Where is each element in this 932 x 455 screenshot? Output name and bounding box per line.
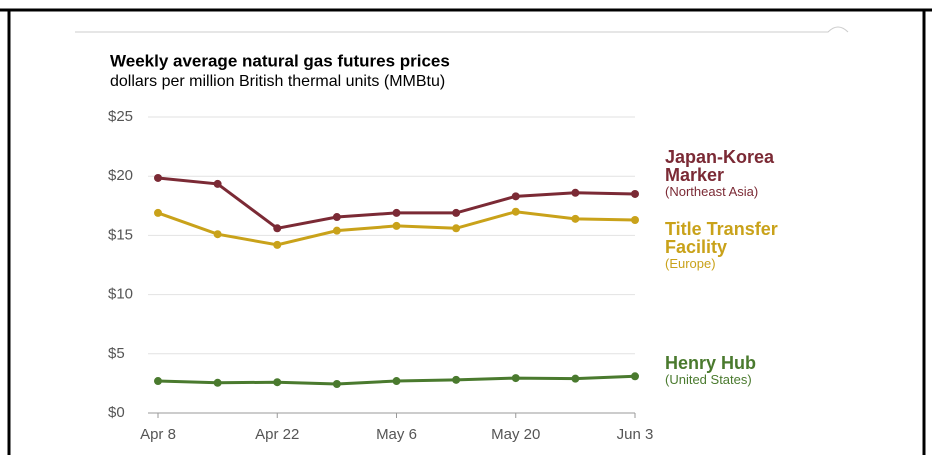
point [392,208,401,217]
series-name: Japan-Korea Marker [665,147,775,185]
y-tick-label: $10 [108,286,133,303]
point [631,372,639,381]
point [571,188,580,197]
y-tick-label: $15 [108,226,133,243]
point [452,224,461,233]
point [511,207,520,216]
series-region: (United States) [665,372,752,387]
chart-title: Weekly average natural gas futures price… [110,51,450,70]
point [332,213,341,222]
series-region: (Northeast Asia) [665,184,759,199]
point [392,377,401,386]
point [273,240,282,249]
point [452,208,461,217]
x-tick-label: Jun 3 [617,426,654,443]
series-name: Henry Hub [665,353,757,373]
series-label: Japan-Korea Marker (Northeast Asia) [665,148,825,200]
point [332,226,341,235]
point [213,378,222,387]
x-tick-label: May 20 [491,426,540,443]
point [631,216,639,225]
y-tick-label: $5 [108,345,125,362]
series-region: (Europe) [665,256,716,271]
point [571,214,580,223]
point [332,379,341,388]
point [452,375,461,384]
series-label: Title Transfer Facility (Europe) [665,220,825,272]
point [154,173,162,182]
y-tick-label: $0 [108,404,125,421]
chart-subtitle: dollars per million British thermal unit… [110,73,445,90]
point [154,208,162,217]
point [213,230,222,239]
series-name: Title Transfer Facility [665,219,778,257]
x-tick-label: May 6 [376,426,417,443]
point [631,189,639,198]
point [511,192,520,201]
y-tick-label: $20 [108,167,133,184]
point [273,224,282,233]
point [154,377,162,386]
point [392,221,401,230]
point [511,374,520,383]
x-tick-label: Apr 22 [255,426,299,443]
point [571,374,580,383]
separator [75,26,849,33]
point [273,378,282,387]
point [213,179,222,188]
x-tick-label: Apr 8 [140,426,176,443]
y-tick-label: $25 [108,108,133,125]
series-label: Henry Hub (United States) [665,354,825,388]
series-line [157,176,636,230]
